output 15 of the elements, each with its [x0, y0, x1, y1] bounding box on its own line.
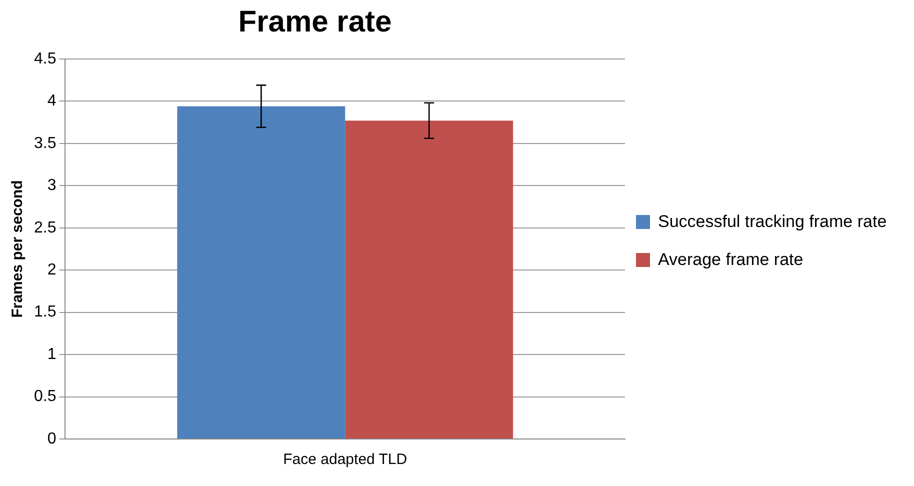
legend-label: Successful tracking frame rate	[658, 211, 887, 233]
y-tick-label: 0.5	[34, 388, 56, 406]
y-tick-label: 1.5	[34, 304, 56, 321]
y-tick-label: 1	[47, 346, 56, 363]
y-tick-label: 4.5	[34, 50, 56, 68]
chart-title: Frame rate	[238, 5, 392, 38]
y-tick-label: 4	[47, 92, 56, 110]
y-tick-label: 0	[47, 430, 56, 448]
y-tick-label: 2	[47, 262, 56, 279]
legend-label: Average frame rate	[658, 249, 804, 271]
y-tick-label: 3.5	[34, 134, 56, 152]
y-tick-label: 2.5	[34, 219, 56, 236]
x-tick-label: Face adapted TLD	[283, 451, 408, 468]
y-axis-title: Frames per second	[9, 180, 26, 318]
y-tick-label: 3	[47, 177, 56, 194]
